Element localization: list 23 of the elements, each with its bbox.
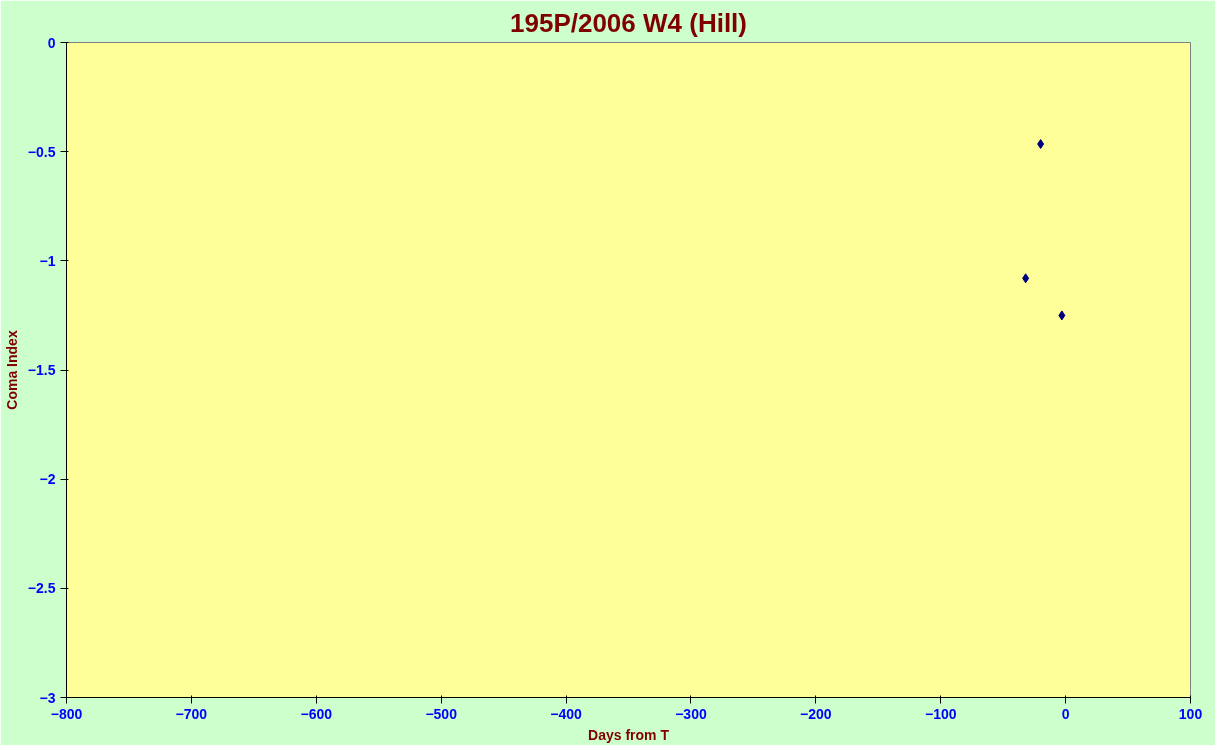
x-tick-label: −600: [300, 705, 333, 722]
y-tick-label: −3: [39, 689, 56, 706]
x-tick-label: −200: [800, 705, 832, 722]
x-tick-label: −700: [175, 705, 208, 722]
chart-title: 195P/2006 W4 (Hill): [510, 7, 747, 38]
y-tick-label: 0: [47, 34, 56, 51]
y-tick-label: −1: [39, 252, 56, 269]
y-axis-title: Coma Index: [3, 330, 20, 410]
y-tick-label: −0.5: [27, 143, 56, 160]
y-tick-label: −2.5: [27, 580, 56, 597]
x-axis-title: Days from T: [588, 726, 670, 743]
x-tick-label: −800: [50, 705, 83, 722]
x-tick-label: −400: [550, 705, 583, 722]
y-tick-label: −1.5: [27, 362, 56, 378]
x-tick-label: 100: [1178, 705, 1203, 722]
point: [1058, 310, 1066, 321]
point: [1022, 273, 1030, 284]
point: [1037, 139, 1045, 150]
x-tick-label: −300: [675, 705, 707, 722]
x-tick-label: −500: [425, 705, 458, 722]
y-tick-label: −2: [39, 471, 56, 488]
x-tick-label: 0: [1061, 705, 1070, 722]
x-tick-label: −100: [924, 705, 957, 722]
